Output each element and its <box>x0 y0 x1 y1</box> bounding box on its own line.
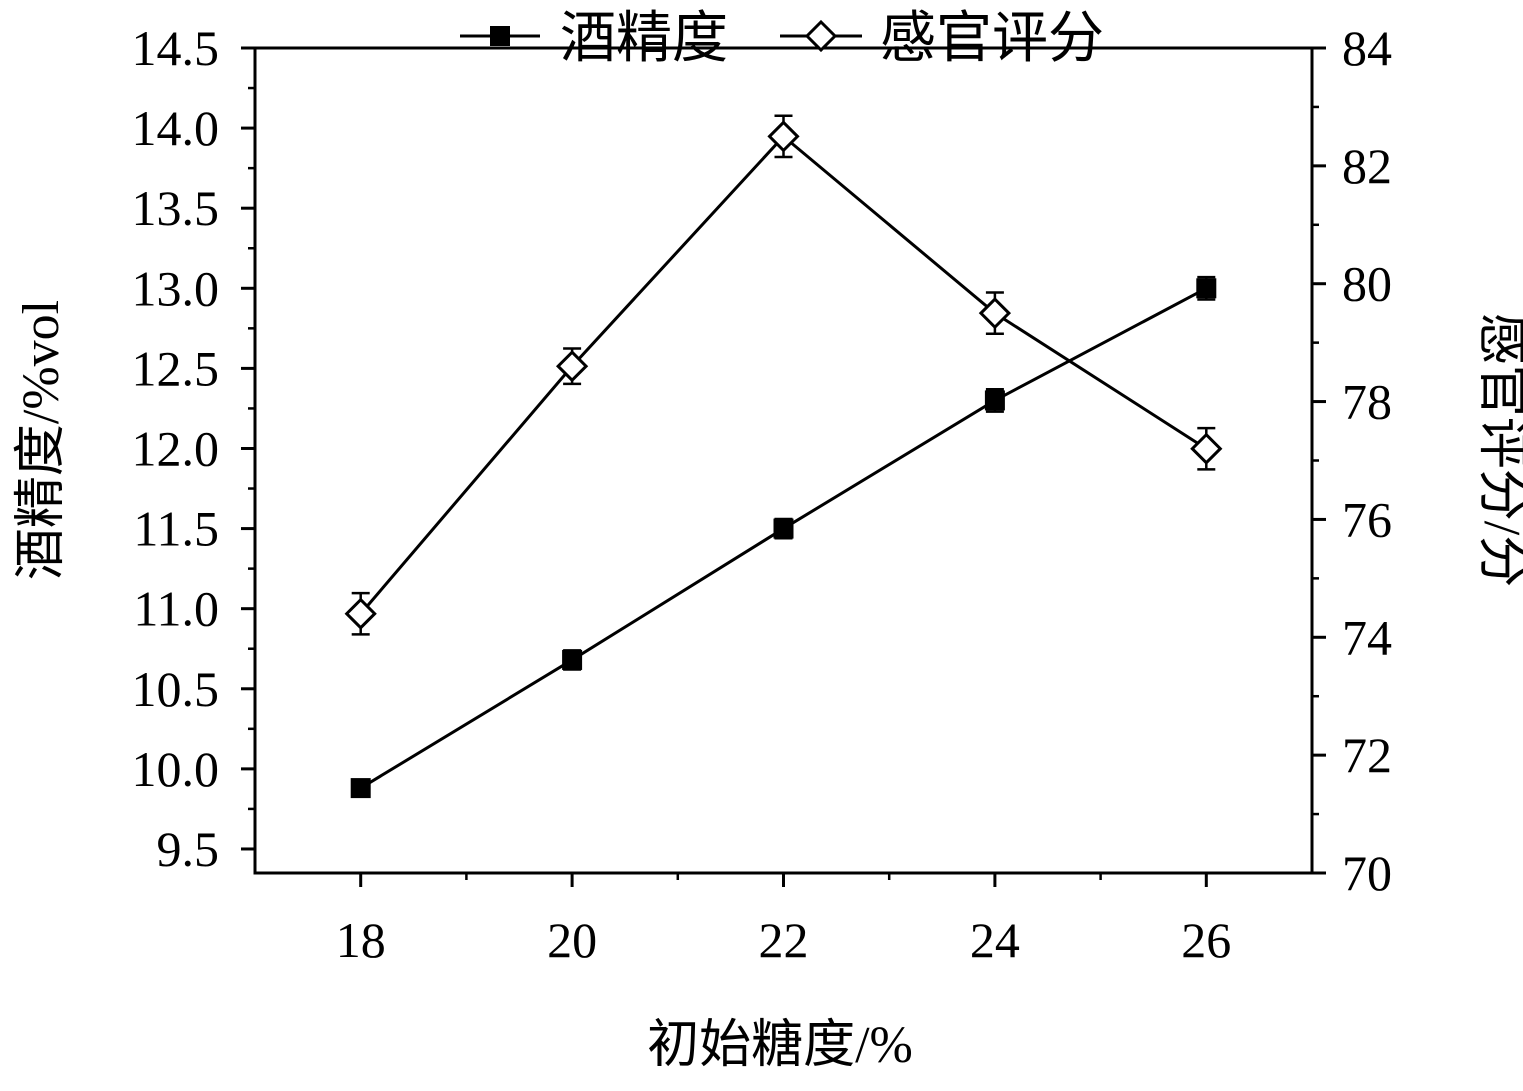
x-axis-ticks: 18 20 22 24 26 <box>336 873 1231 968</box>
x-tick-label: 26 <box>1181 912 1231 968</box>
left-tick-label: 12.0 <box>132 420 220 476</box>
left-tick-label: 11.0 <box>133 581 219 637</box>
x-axis-title: 初始糖度/% <box>647 1017 913 1074</box>
right-tick-label: 72 <box>1342 727 1392 783</box>
x-tick-label: 18 <box>336 912 386 968</box>
left-tick-label: 10.0 <box>132 741 220 797</box>
x-tick-label: 24 <box>970 912 1020 968</box>
series-alcohol <box>350 275 1217 799</box>
left-tick-label: 13.5 <box>132 180 220 236</box>
series-line <box>359 134 1208 615</box>
legend-item-sensory <box>780 19 862 53</box>
data-point <box>555 350 589 383</box>
data-point <box>1196 278 1217 299</box>
right-tick-label: 74 <box>1342 609 1392 665</box>
left-tick-label: 11.5 <box>133 501 219 557</box>
data-point <box>767 120 800 153</box>
right-axis-title: 感官评分/分 <box>1473 313 1523 587</box>
legend-item-alcohol <box>460 26 540 46</box>
axes <box>253 46 1314 875</box>
right-tick-label: 76 <box>1342 491 1392 547</box>
data-point <box>344 597 377 630</box>
left-tick-label: 13.0 <box>132 260 220 316</box>
legend-label-alcohol: 酒精度 <box>560 8 728 70</box>
plot-frame <box>253 46 1314 875</box>
right-tick-label: 84 <box>1342 20 1392 76</box>
legend-marker <box>490 26 510 46</box>
left-tick-label: 10.5 <box>132 661 220 717</box>
x-tick-label: 20 <box>547 912 597 968</box>
right-tick-label: 78 <box>1342 374 1392 430</box>
data-point <box>773 518 794 539</box>
data-point <box>984 390 1005 411</box>
left-axis-ticks: 9.5 10.0 10.5 11.0 11.5 12.0 12.5 13.0 13.5 14.0 1… <box>132 20 255 877</box>
legend-marker <box>804 19 838 53</box>
data-point <box>562 649 583 670</box>
right-tick-label: 82 <box>1342 138 1392 194</box>
right-axis-ticks: 70 72 74 76 78 80 82 84 <box>1312 20 1392 901</box>
series-sensory <box>344 114 1223 636</box>
data-point <box>1190 432 1223 465</box>
legend: 酒精度 感官评分 <box>460 8 1104 70</box>
left-tick-label: 14.5 <box>132 20 220 76</box>
right-tick-label: 70 <box>1342 845 1392 901</box>
left-tick-label: 12.5 <box>132 340 220 396</box>
legend-label-sensory: 感官评分 <box>880 8 1104 70</box>
left-axis-title: 酒精度/%vol <box>13 300 70 580</box>
x-tick-label: 22 <box>759 912 809 968</box>
series-group <box>344 114 1223 799</box>
left-tick-label: 9.5 <box>157 821 220 877</box>
left-tick-label: 14.0 <box>132 100 220 156</box>
data-point <box>350 778 371 799</box>
data-point <box>978 297 1012 330</box>
right-tick-label: 80 <box>1342 256 1392 312</box>
